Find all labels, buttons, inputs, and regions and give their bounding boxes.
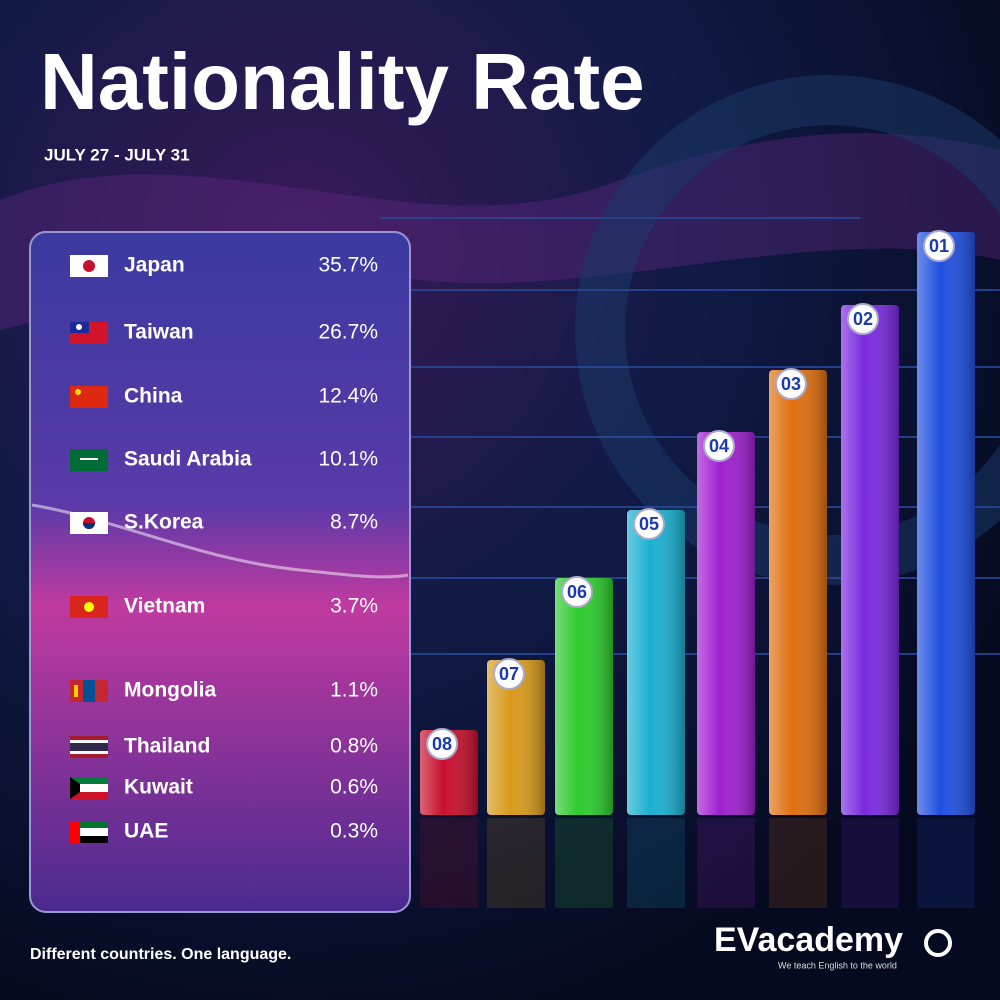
bar: 07 (487, 658, 545, 908)
table-row: Saudi Arabia 10.1% (70, 448, 378, 471)
bar-reflection (697, 818, 755, 908)
rate: 0.8% (330, 735, 378, 758)
table-row: Vietnam 3.7% (70, 595, 378, 618)
bar-shine (841, 305, 899, 815)
flag (75, 389, 81, 395)
rank-label: 01 (929, 236, 949, 256)
flag (70, 777, 80, 799)
rate: 3.7% (330, 595, 378, 618)
country-name: Saudi Arabia (124, 448, 252, 471)
subtitle: JULY 27 - JULY 31 (44, 145, 190, 164)
country-name: Mongolia (124, 679, 216, 702)
rank-badge (493, 658, 525, 690)
table-row: China 12.4% (70, 385, 378, 408)
table-row: Mongolia 1.1% (70, 679, 378, 702)
rank-badge (847, 303, 879, 335)
bar: 08 (420, 728, 478, 908)
rank-label: 08 (432, 734, 452, 754)
rank-label: 04 (709, 436, 729, 456)
flag (83, 523, 95, 529)
bar-reflection (555, 818, 613, 908)
flag (70, 821, 80, 843)
rank-label: 07 (499, 664, 519, 684)
flag (70, 792, 108, 799)
footer-tagline: Different countries. One language. (30, 946, 291, 963)
logo: EVacademy (714, 921, 903, 959)
flag (70, 743, 108, 751)
flag (70, 386, 108, 408)
logo-watermark (575, 75, 1000, 585)
country-name: Kuwait (124, 776, 193, 799)
bar-reflection (487, 818, 545, 908)
table-row: Taiwan 26.7% (70, 321, 378, 344)
flag (76, 324, 82, 330)
bar-reflection (627, 818, 685, 908)
country-name: Thailand (124, 735, 210, 758)
rate: 1.1% (330, 679, 378, 702)
bar: 04 (697, 430, 755, 908)
flag (83, 260, 95, 272)
bar: 05 (627, 508, 685, 908)
bar: 01 (917, 230, 975, 908)
flag (70, 777, 108, 784)
rank-badge (561, 576, 593, 608)
flag (70, 784, 108, 792)
rank-badge (426, 728, 458, 760)
rate: 0.3% (330, 820, 378, 843)
rate: 12.4% (318, 385, 378, 408)
flag (83, 680, 95, 702)
logo-tagline: We teach English to the world (778, 960, 897, 970)
bar-reflection (769, 818, 827, 908)
wave (0, 133, 1000, 330)
flag (70, 821, 108, 828)
bar-shine (487, 660, 545, 815)
rank-label: 05 (639, 514, 659, 534)
bar-reflection (841, 818, 899, 908)
bar: 06 (555, 576, 613, 908)
country-name: Vietnam (124, 595, 205, 618)
table-row: Japan 35.7% (70, 254, 378, 277)
bar-shine (917, 232, 975, 815)
country-name: China (124, 385, 183, 408)
country-name: Taiwan (124, 321, 194, 344)
rank-badge (633, 508, 665, 540)
rank-badge (775, 368, 807, 400)
rate: 26.7% (318, 321, 378, 344)
table-panel (29, 231, 411, 913)
bar-reflection (420, 818, 478, 908)
bar-shine (697, 432, 755, 815)
country-name: Japan (124, 254, 185, 277)
rank-label: 02 (853, 309, 873, 329)
rank-badge (703, 430, 735, 462)
flag (84, 602, 94, 612)
logo-icon (924, 929, 952, 957)
flag (70, 828, 108, 836)
rate: 0.6% (330, 776, 378, 799)
bar-shine (555, 578, 613, 815)
flag (70, 836, 108, 843)
title: Nationality Rate (40, 37, 645, 126)
country-name: S.Korea (124, 511, 204, 534)
bar: 02 (841, 303, 899, 908)
bar-reflection (917, 818, 975, 908)
table-row: Kuwait 0.6% (70, 776, 378, 799)
bar-shine (769, 370, 827, 815)
flag (80, 458, 98, 460)
country-name: UAE (124, 820, 168, 843)
table-row: UAE 0.3% (70, 820, 378, 843)
rate: 35.7% (318, 254, 378, 277)
rank-label: 03 (781, 374, 801, 394)
table-row: Thailand 0.8% (70, 735, 378, 758)
rate: 10.1% (318, 448, 378, 471)
flag (74, 685, 78, 697)
rank-label: 06 (567, 582, 587, 602)
rank-badge (923, 230, 955, 262)
bar-shine (627, 510, 685, 815)
bar: 03 (769, 368, 827, 908)
rate: 8.7% (330, 511, 378, 534)
table-row: S.Korea 8.7% (70, 511, 378, 534)
